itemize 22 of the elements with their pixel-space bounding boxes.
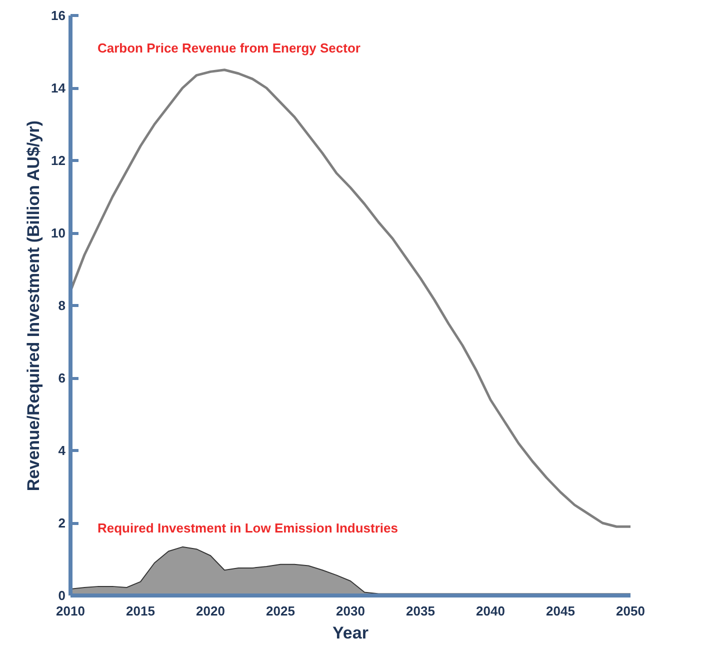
y-tick-label: 10	[51, 226, 66, 240]
y-tick-label: 0	[58, 588, 66, 603]
y-tick-label: 12	[51, 153, 66, 168]
x-tick-label: 2010	[56, 604, 85, 618]
y-tick-label: 4	[58, 443, 66, 458]
y-tick-label: 6	[58, 370, 66, 386]
x-tick-label: 2025	[266, 604, 295, 618]
annotation: Required Investment in Low Emission Industries	[98, 520, 398, 536]
x-axis-title: Year	[332, 624, 369, 642]
x-tick-label: 2030	[336, 604, 365, 618]
y-tick-label: 14	[51, 80, 66, 96]
y-tick-label: 8	[58, 298, 66, 313]
y-tick-label: 16	[51, 8, 66, 23]
x-tick-label: 2045	[546, 604, 575, 618]
x-tick-label: 2040	[476, 604, 505, 618]
x-tick-label: 2035	[406, 604, 435, 618]
x-tick-label: 2050	[616, 604, 645, 618]
y-tick-label: 2	[58, 516, 66, 530]
x-tick-label: 2020	[196, 604, 225, 618]
y-axis-title: Revenue/Required Investment (Billion AU$/yr)	[24, 120, 44, 492]
annotation: Carbon Price Revenue from Energy Sector	[98, 40, 360, 56]
x-tick-label: 2015	[126, 604, 155, 618]
